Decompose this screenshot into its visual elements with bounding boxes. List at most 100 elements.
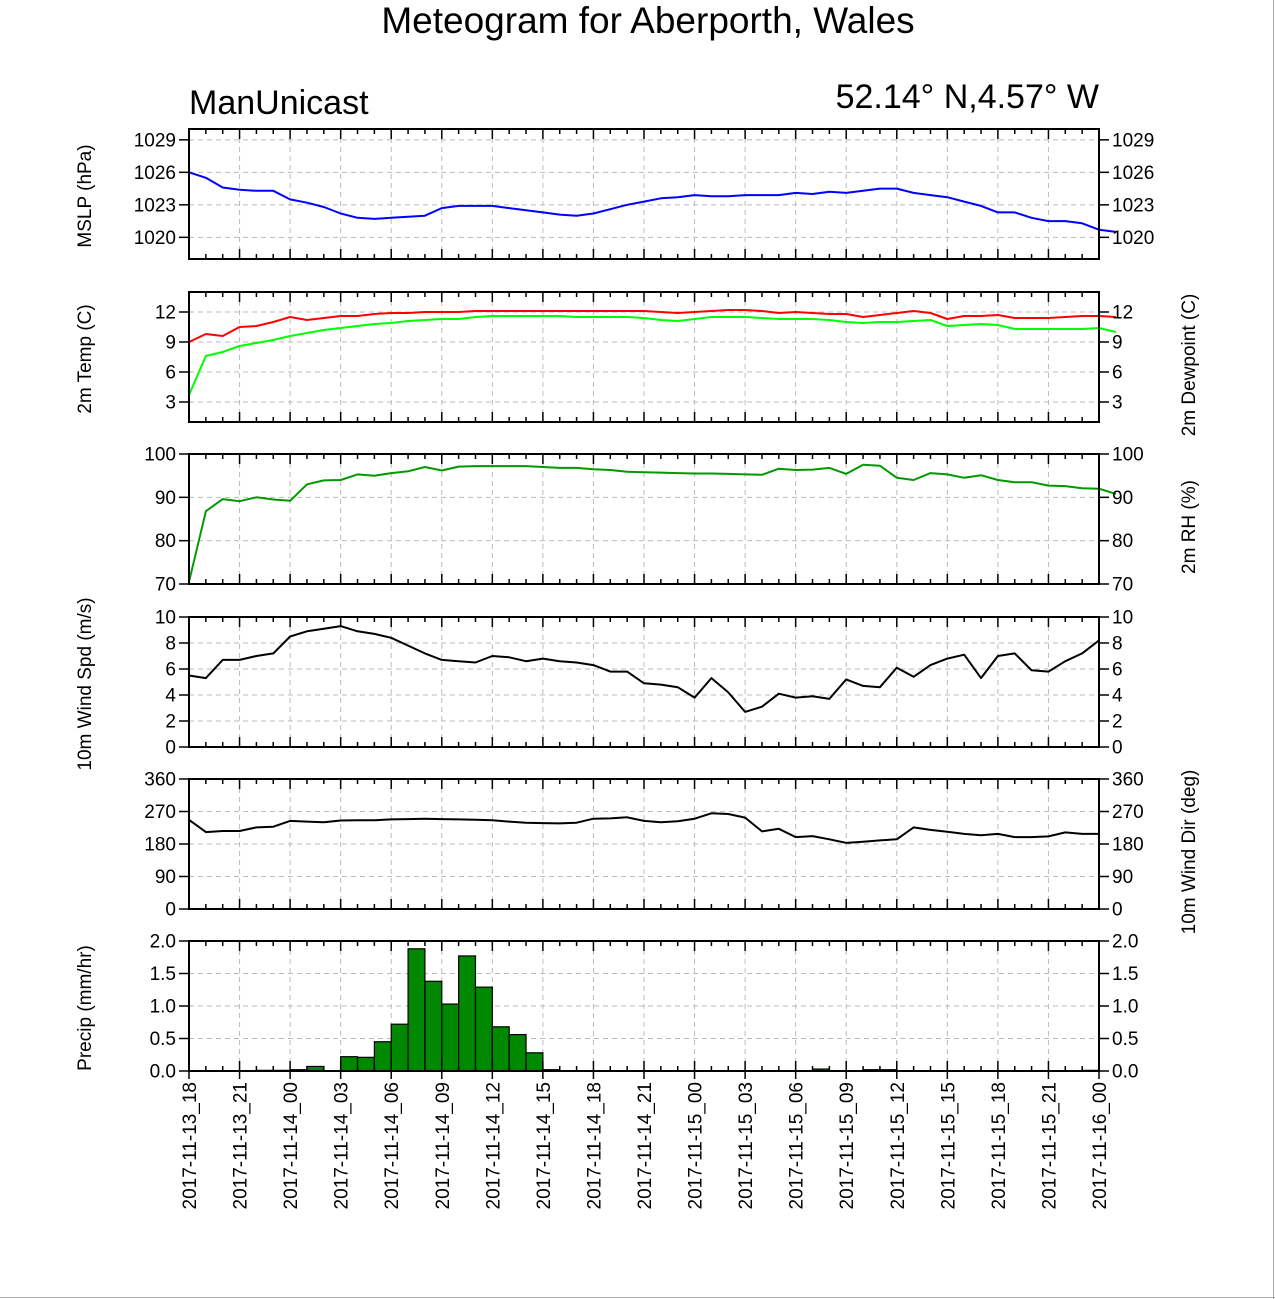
y-tick-label-right: 1.5 (1112, 964, 1138, 985)
precip-bar (474, 986, 493, 1072)
y-tick-label-right: 10 (1112, 608, 1133, 629)
x-tick-label: 2017-11-15_12 (888, 1082, 909, 1209)
precip-bar (356, 1056, 375, 1072)
x-tick-label: 2017-11-15_15 (938, 1082, 959, 1209)
y-axis-title-left: MSLP (hPa) (75, 144, 96, 247)
x-tick-label: 2017-11-14_06 (382, 1082, 403, 1209)
y-tick-label-left: 1029 (134, 130, 176, 151)
y-tick-label-left: 2 (165, 712, 176, 733)
y-tick-label-left: 100 (144, 445, 176, 466)
y-axis-title-left: 2m Temp (C) (75, 304, 96, 413)
precip-bar (390, 1023, 409, 1072)
y-tick-label-right: 4 (1112, 686, 1123, 707)
panel-1: 1020 1020 1023 1023 1026 1026 1029 1029 MSLP (hP… (75, 128, 1154, 260)
y-tick-label-left: 90 (155, 488, 176, 509)
y-tick-label-right: 1023 (1112, 195, 1154, 216)
y-tick-label-right: 80 (1112, 531, 1133, 552)
panel-2: 3 3 6 6 9 9 12 12 2m Temp (C) 2m Dewpoint (C) (75, 291, 1200, 437)
y-tick-label-left: 3 (165, 393, 176, 414)
y-tick-label-left: 270 (144, 802, 176, 823)
y-axis-title-right: 2m Dewpoint (C) (1179, 294, 1200, 437)
y-tick-label-left: 0.5 (150, 1029, 176, 1050)
y-tick-label-left: 0 (165, 738, 176, 759)
y-tick-label-right: 6 (1112, 363, 1123, 384)
series-line-2 (188, 315, 1117, 396)
y-tick-label-right: 2 (1112, 712, 1123, 733)
y-tick-label-right: 0.5 (1112, 1029, 1138, 1050)
x-tick-label: 2017-11-13_21 (231, 1082, 252, 1209)
x-axis-labels: 2017-11-13_18 2017-11-13_21 2017-11-14_00 2… (180, 1082, 1111, 1209)
x-tick-label: 2017-11-15_18 (989, 1082, 1010, 1209)
y-tick-label-right: 1020 (1112, 228, 1154, 249)
precip-bar (373, 1041, 392, 1072)
precip-bar (508, 1033, 527, 1072)
x-tick-label: 2017-11-14_00 (281, 1082, 302, 1209)
y-tick-label-left: 1020 (134, 228, 176, 249)
y-axis-title-right: 10m Wind Dir (deg) (1179, 770, 1200, 935)
x-tick-label: 2017-11-15_00 (686, 1082, 707, 1209)
y-tick-label-right: 90 (1112, 867, 1133, 888)
precip-bar (491, 1026, 510, 1072)
y-tick-label-right: 6 (1112, 660, 1123, 681)
precip-bar (407, 948, 426, 1072)
y-tick-label-left: 2.0 (150, 932, 176, 953)
panel-5: 0 0 90 90 180 180 270 270 360 360 10m Wind Dir (de… (144, 770, 1200, 935)
x-tick-label: 2017-11-14_12 (483, 1082, 504, 1209)
y-tick-label-right: 180 (1112, 835, 1144, 856)
y-axis-title-right: 2m RH (%) (1179, 480, 1200, 574)
x-tick-label: 2017-11-14_18 (584, 1082, 605, 1209)
location-label: 52.14° N,4.57° W (836, 78, 1099, 116)
x-tick-label: 2017-11-14_03 (332, 1082, 353, 1209)
x-tick-label: 2017-11-15_21 (1039, 1082, 1060, 1209)
precip-bar (340, 1056, 359, 1072)
y-tick-label-right: 9 (1112, 333, 1123, 354)
y-tick-label-right: 8 (1112, 634, 1123, 655)
y-tick-label-right: 0.0 (1112, 1062, 1138, 1083)
y-tick-label-left: 90 (155, 867, 176, 888)
x-tick-label: 2017-11-14_15 (534, 1082, 555, 1209)
series-line-1 (188, 812, 1099, 844)
y-tick-label-right: 1.0 (1112, 997, 1138, 1018)
y-tick-label-right: 0 (1112, 900, 1123, 921)
y-tick-label-right: 270 (1112, 802, 1144, 823)
panel-4: 0 0 2 2 4 4 6 6 8 8 10 10 10m Wind Spd (m/s) (75, 597, 1133, 770)
y-axis-title-left: 10m Wind Spd (m/s) (75, 597, 96, 770)
x-tick-label: 2017-11-15_06 (787, 1082, 808, 1209)
y-tick-label-left: 0 (165, 900, 176, 921)
y-tick-label-right: 360 (1112, 770, 1144, 791)
y-tick-label-right: 70 (1112, 575, 1133, 596)
x-tick-label: 2017-11-14_09 (433, 1082, 454, 1209)
panel-3: 70 70 80 80 90 90 100 100 2m RH (%) (144, 445, 1200, 596)
x-tick-label: 2017-11-13_18 (180, 1082, 201, 1209)
y-tick-label-left: 1026 (134, 163, 176, 184)
precip-bar (458, 955, 477, 1072)
x-tick-label: 2017-11-15_09 (837, 1082, 858, 1209)
y-tick-label-left: 360 (144, 770, 176, 791)
y-tick-label-left: 10 (155, 608, 176, 629)
y-tick-label-left: 1.0 (150, 997, 176, 1018)
chart-title: Meteogram for Aberporth, Wales (381, 0, 914, 41)
y-tick-label-left: 4 (165, 686, 176, 707)
y-tick-label-left: 80 (155, 531, 176, 552)
y-tick-label-left: 1.5 (150, 964, 176, 985)
series-line-1 (188, 463, 1117, 583)
series-line-1 (188, 309, 1116, 343)
y-tick-label-left: 1023 (134, 195, 176, 216)
precip-bar (525, 1052, 544, 1072)
y-axis-title-left: Precip (mm/hr) (75, 945, 96, 1071)
y-tick-label-right: 0 (1112, 738, 1123, 759)
x-tick-label: 2017-11-15_03 (736, 1082, 757, 1209)
y-tick-label-right: 2.0 (1112, 932, 1138, 953)
y-tick-label-right: 12 (1112, 303, 1133, 324)
y-tick-label-left: 180 (144, 835, 176, 856)
y-tick-label-left: 6 (165, 363, 176, 384)
y-tick-label-right: 1026 (1112, 163, 1154, 184)
y-tick-label-right: 90 (1112, 488, 1133, 509)
y-tick-label-left: 8 (165, 634, 176, 655)
y-tick-label-left: 12 (155, 303, 176, 324)
y-tick-label-left: 9 (165, 333, 176, 354)
y-tick-label-left: 70 (155, 575, 176, 596)
y-tick-label-left: 0.0 (150, 1062, 176, 1083)
precip-bar (424, 980, 443, 1072)
